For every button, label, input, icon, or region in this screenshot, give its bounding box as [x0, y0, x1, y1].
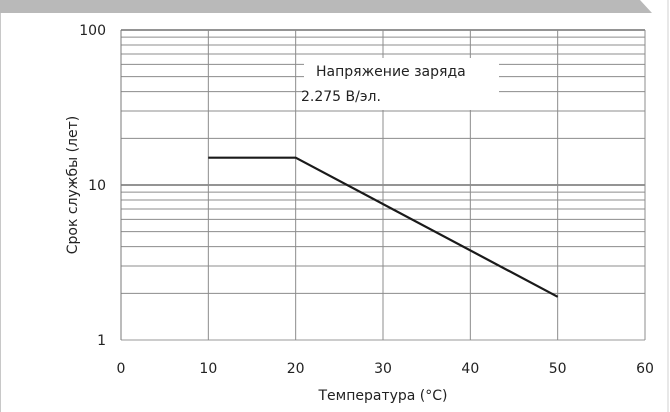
annotation-line-1: Напряжение заряда — [316, 64, 466, 80]
y-tick-label: 100 — [79, 23, 106, 39]
y-tick-labels: 1 10 100 — [79, 23, 106, 349]
top-banner — [0, 0, 652, 13]
annotation-background — [304, 58, 499, 110]
annotation-line-2: 2.275 В/эл. — [301, 89, 381, 105]
x-axis-title: Температура (°C) — [317, 388, 447, 404]
y-tick-label: 1 — [97, 333, 106, 349]
plot-area: Напряжение заряда 2.275 В/эл. 0 10 20 30 40 5… — [79, 23, 654, 377]
x-tick-label: 50 — [549, 361, 567, 377]
x-tick-label: 0 — [117, 361, 126, 377]
x-tick-label: 20 — [287, 361, 305, 377]
series-layer — [208, 156, 559, 298]
x-tick-label: 30 — [374, 361, 392, 377]
x-tick-label: 40 — [461, 361, 479, 377]
y-tick-label: 10 — [88, 178, 106, 194]
y-axis-title: Срок службы (лет) — [65, 116, 81, 254]
x-tick-label: 60 — [636, 361, 654, 377]
x-tick-labels: 0 10 20 30 40 50 60 — [117, 361, 654, 377]
x-tick-label: 10 — [199, 361, 217, 377]
annotation: Напряжение заряда 2.275 В/эл. — [301, 58, 499, 110]
